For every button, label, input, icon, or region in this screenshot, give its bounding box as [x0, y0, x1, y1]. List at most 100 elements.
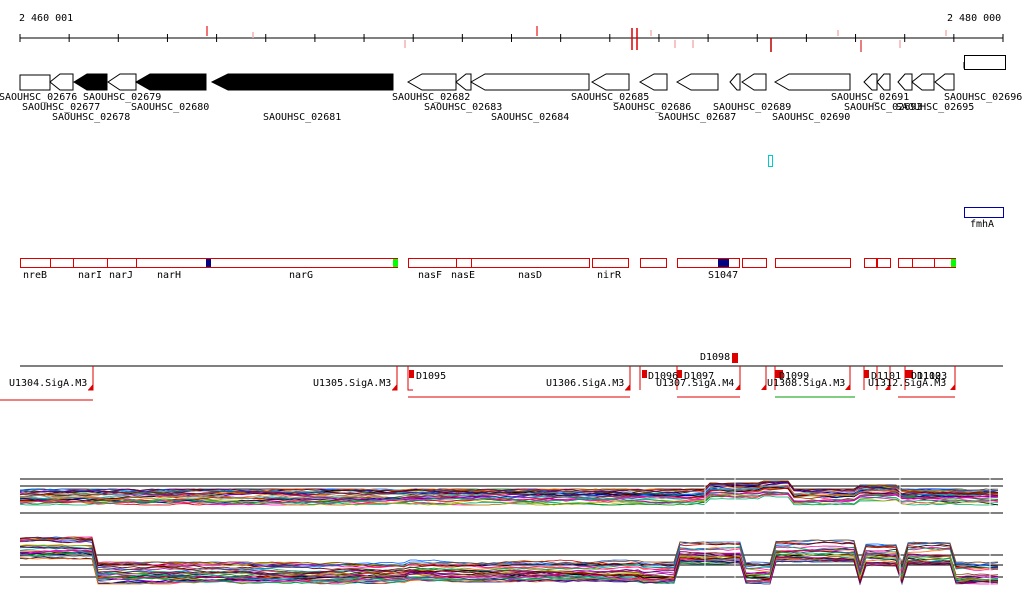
regulon-label: U1304.SigA.M3 — [9, 378, 88, 389]
regulon-label: U1312.SigA.M3 — [868, 378, 947, 389]
expression-line — [19, 536, 999, 572]
ruler-end-label: 2 480 000 — [947, 13, 1002, 24]
gene-label: SAOUHSC_02685 — [571, 92, 650, 103]
gene-arrow-02678[interactable] — [73, 73, 108, 91]
gene-label: SAOUHSC_02676 — [0, 92, 78, 103]
operon-box[interactable] — [742, 258, 767, 268]
regulon-track — [0, 353, 1003, 401]
operon-label: narH — [157, 270, 182, 281]
gene-arrow-02687[interactable] — [675, 73, 719, 91]
gene-label: SAOUHSC_02696 — [944, 92, 1023, 103]
coordinate-ruler — [19, 26, 1004, 52]
operon-label: narJ — [109, 270, 134, 281]
gene-arrow-02689[interactable] — [741, 73, 767, 91]
gene-arrow-02677[interactable] — [49, 73, 74, 91]
expression-line — [19, 545, 999, 575]
gene-arrow-02691[interactable] — [863, 73, 878, 91]
expression-line — [19, 482, 999, 504]
gene-track — [19, 62, 1004, 91]
operon-box[interactable] — [640, 258, 667, 268]
gene-label: SAOUHSC_02686 — [613, 102, 692, 113]
regulon-label: D1099 — [779, 371, 810, 382]
gene-arrow-02692[interactable] — [876, 73, 891, 91]
operon-box[interactable] — [898, 258, 956, 268]
expression-line — [19, 546, 999, 586]
regulon-label: U1307.SigA.M4 — [656, 378, 735, 389]
fmhA-box[interactable] — [964, 207, 1004, 218]
expression-profiles — [19, 477, 1003, 600]
gene-label: SAOUHSC_02691 — [831, 92, 910, 103]
gene-arrow-02684[interactable] — [469, 73, 590, 91]
regulon-label: U1305.SigA.M3 — [313, 378, 392, 389]
navy-marker[interactable] — [206, 259, 211, 267]
gene-arrow-02695[interactable] — [934, 73, 955, 91]
gene-box-02696[interactable] — [964, 55, 1006, 70]
regulon-label: D1103 — [917, 371, 948, 382]
expression-line — [19, 536, 999, 568]
gene-arrow-02690[interactable] — [773, 73, 851, 91]
gene-label: SAOUHSC_02680 — [131, 102, 210, 113]
gene-arrow-02682[interactable] — [406, 73, 457, 91]
operon-label: nasD — [518, 270, 543, 281]
operon-label: nasF — [418, 270, 443, 281]
gene-label: SAOUHSC_02678 — [52, 112, 131, 123]
regulon-label: D1095 — [416, 371, 447, 382]
expression-line — [19, 495, 999, 506]
gene-arrow-02694[interactable] — [911, 73, 935, 91]
expression-line — [19, 480, 999, 496]
gene-arrow-02681[interactable] — [210, 73, 394, 91]
gene-label: SAOUHSC_02682 — [392, 92, 471, 103]
gene-label: SAOUHSC_02679 — [83, 92, 162, 103]
operon-box[interactable] — [677, 258, 740, 268]
operon-box[interactable] — [408, 258, 590, 268]
regulon-label: D1098 — [700, 352, 731, 363]
operon-box[interactable] — [877, 258, 891, 268]
gene-arrow-02680[interactable] — [134, 73, 207, 91]
ruler-start-label: 2 460 001 — [19, 13, 74, 24]
expression-line — [20, 493, 999, 506]
operon-track — [20, 258, 956, 268]
gene-label: SAOUHSC_02690 — [772, 112, 851, 123]
gene-label: SAOUHSC_02687 — [658, 112, 737, 123]
operon-box[interactable] — [864, 258, 877, 268]
gene-label: SAOUHSC_02677 — [22, 102, 101, 113]
operon-label: nirR — [597, 270, 622, 281]
gene-arrow-02685[interactable] — [590, 73, 630, 91]
green-marker[interactable] — [393, 259, 398, 267]
expression-line — [19, 548, 999, 580]
cyan-marker[interactable] — [768, 155, 773, 167]
gene-arrow-02693[interactable] — [897, 73, 913, 91]
operon-label: narI — [78, 270, 103, 281]
expression-line — [19, 539, 999, 575]
gene-arrow-02676[interactable] — [19, 74, 51, 91]
expression-line — [19, 539, 999, 573]
gene-label: SAOUHSC_02683 — [424, 102, 503, 113]
regulon-label: D1097 — [684, 371, 715, 382]
regulon-label: U1306.SigA.M3 — [546, 378, 625, 389]
gene-label: SAOUHSC_02695 — [896, 102, 975, 113]
gene-label: SAOUHSC_02681 — [263, 112, 342, 123]
expression-line — [19, 536, 998, 584]
expression-line — [19, 547, 999, 582]
regulon-label: D1096 — [648, 371, 679, 382]
gene-label: SAOUHSC_02689 — [713, 102, 792, 113]
regulon-label: U1308.SigA.M3 — [767, 378, 846, 389]
operon-box[interactable] — [775, 258, 851, 268]
operon-label: S1047 — [708, 270, 739, 281]
regulon-label: D1101 — [871, 371, 902, 382]
operon-label: narG — [289, 270, 314, 281]
expression-line — [19, 481, 999, 497]
operon-box[interactable] — [592, 258, 629, 268]
gene-arrow-02686[interactable] — [638, 73, 668, 91]
gene-arrow-02683[interactable] — [455, 73, 472, 91]
gene-arrow-02689a[interactable] — [729, 73, 741, 91]
regulon-label: D1102 — [911, 371, 942, 382]
green-marker[interactable] — [951, 259, 956, 267]
gene-label: SAOUHSC_02684 — [491, 112, 570, 123]
gene-arrow-02679[interactable] — [107, 73, 137, 91]
operon-label: nreB — [23, 270, 48, 281]
gene-label: SAOUHSC_02693 — [844, 102, 923, 113]
fmhA-label: fmhA — [970, 219, 995, 230]
navy-marker[interactable] — [718, 259, 729, 267]
